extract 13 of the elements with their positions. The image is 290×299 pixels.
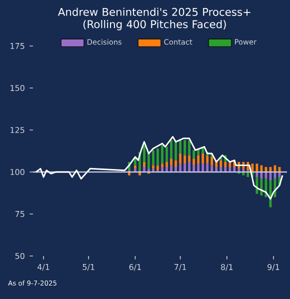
chart-title: Andrew Benintendi's 2025 Process+ (Rolling 400 Pitches Faced) — [58, 8, 250, 30]
y-tick-label: 150 — [10, 85, 24, 92]
x-tick-label: 9/1 — [268, 264, 280, 271]
y-tick-label: 125 — [10, 126, 24, 134]
x-tick-label: 4/1 — [37, 264, 50, 271]
x-tick-label: 5/1 — [82, 264, 94, 271]
x-tick-label: 7/1 — [174, 264, 186, 271]
x-tick-label: 6/1 — [129, 264, 141, 271]
y-tick-label: 100 — [10, 168, 24, 176]
y-tick-label: 75 — [15, 211, 24, 217]
x-tick-label: 8/1 — [220, 264, 233, 271]
y-tick-label: 175 — [10, 43, 24, 49]
y-tick-label: 50 — [15, 252, 24, 260]
